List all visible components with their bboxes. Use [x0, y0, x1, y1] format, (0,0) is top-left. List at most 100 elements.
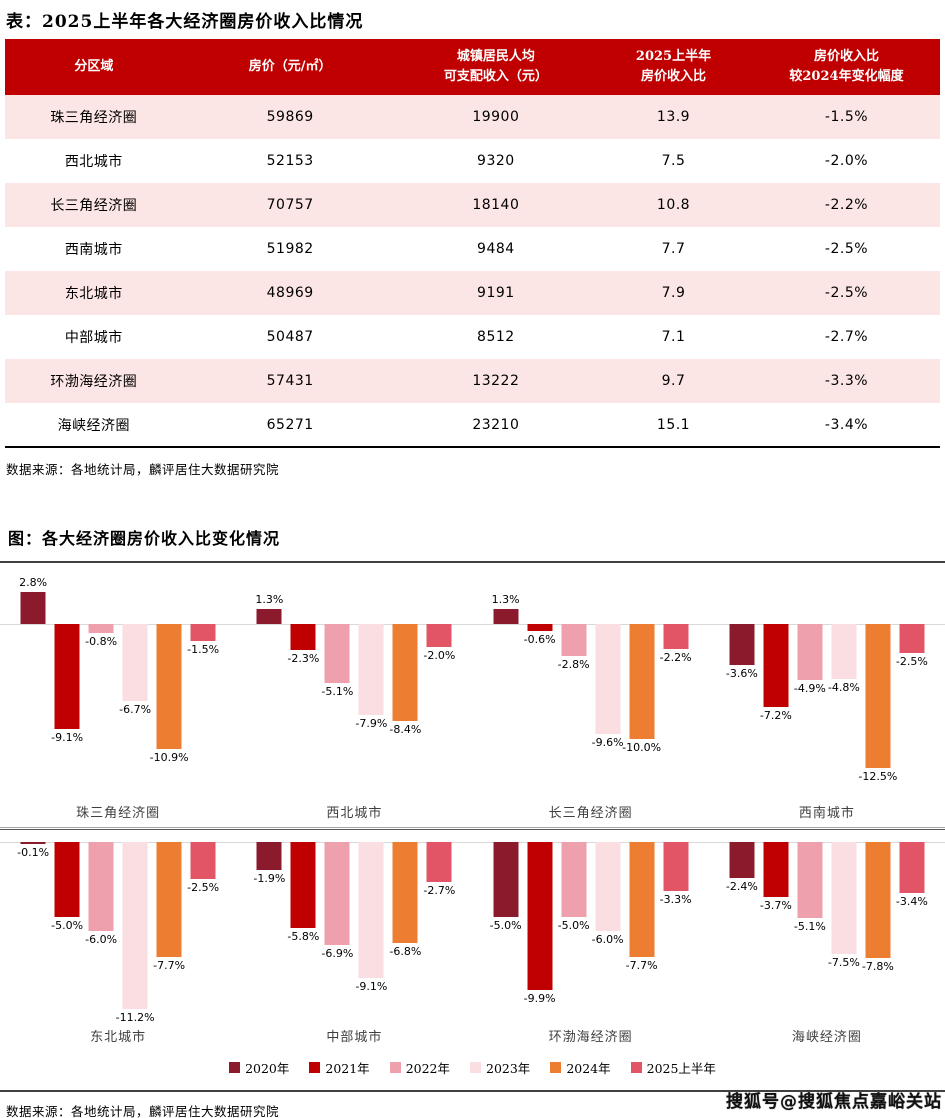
table-row: 环渤海经济圈 57431 13222 9.7 -3.3%: [5, 359, 940, 403]
chart-panel-长三角经济圈: 1.3% -0.6% -2.8% -9.6% -10.0% -2.2% 长三角经济圈: [473, 563, 709, 827]
bar-slot-2022年: -5.1%: [321, 563, 353, 827]
bar-2021年: [290, 624, 316, 651]
value-cell: 52153: [266, 153, 314, 169]
bar-slot-2020年: 2.8%: [19, 563, 47, 827]
table-body: 珠三角经济圈 59869 19900 13.9 -1.5% 西北城市 52153 9320 7.…: [5, 95, 940, 447]
chart-legend: 2020年 2021年 2022年 2023年 2024年 2025上半年: [0, 1057, 945, 1077]
column-header-3: 2025上半年 房价收入比: [594, 39, 753, 95]
category-label: 海峡经济圈: [791, 1030, 862, 1045]
bar-slot-2025上半年: -2.0%: [423, 563, 455, 827]
bar-value-label: -7.2%: [759, 708, 792, 722]
bar-slot-2020年: -0.1%: [17, 830, 49, 1048]
bar-value-label: -5.1%: [793, 919, 826, 933]
value-cell: 19900: [472, 109, 520, 125]
bar-2023年: [831, 842, 857, 954]
value-cell: 57431: [266, 373, 314, 389]
bar-value-label: -3.3%: [659, 893, 692, 907]
value-cell: -3.3%: [824, 373, 869, 389]
region-cell: 中部城市: [64, 330, 123, 346]
bar-2022年: [324, 624, 350, 683]
value-cell: 9484: [477, 241, 515, 257]
bar-slot-2022年: -4.9%: [794, 563, 826, 827]
legend-swatch-icon: [309, 1061, 321, 1073]
chart-title: 图：各大经济圈房价收入比变化情况: [8, 529, 281, 548]
bar-slot-2022年: -0.8%: [85, 563, 117, 827]
value-cell: 70757: [266, 197, 314, 213]
bar-2021年: [54, 624, 80, 729]
legend-item-2023年: 2023年: [470, 1058, 530, 1077]
legend-item-2025上半年: 2025上半年: [630, 1058, 716, 1077]
bar-slot-2024年: -8.4%: [389, 563, 421, 827]
bar-slot-2022年: -6.0%: [85, 830, 117, 1048]
bar-slot-2022年: -6.9%: [321, 830, 353, 1048]
legend-label: 2023年: [486, 1060, 531, 1076]
bar-value-label: -5.0%: [489, 918, 522, 932]
bar-value-label: -2.7%: [423, 884, 456, 898]
bar-slot-2024年: -10.0%: [622, 563, 661, 827]
value-cell: -3.4%: [824, 416, 869, 433]
bar-value-label: -6.9%: [321, 946, 354, 960]
bar-slot-2025上半年: -3.4%: [896, 830, 928, 1048]
price-income-table: 分区域 房价（元/㎡） 城镇居民人均 可支配收入（元） 2025上半年 房价收入比 房价…: [5, 39, 940, 448]
bar-2024年: [392, 842, 418, 944]
bar-2022年: [561, 842, 587, 917]
value-cell: 9.7: [661, 373, 686, 389]
bar-slot-2025上半年: -2.5%: [896, 563, 928, 827]
bar-slot-2021年: -7.2%: [760, 563, 792, 827]
bar-value-label: -2.0%: [423, 649, 456, 662]
bar-slot-2022年: -5.0%: [558, 830, 590, 1048]
region-cell: 珠三角经济圈: [50, 110, 138, 126]
table-row: 东北城市 48969 9191 7.9 -2.5%: [5, 271, 940, 315]
bar-value-label: -11.2%: [115, 1010, 155, 1024]
bar-2024年: [629, 842, 655, 957]
bar-value-label: -6.0%: [591, 933, 624, 947]
bar-value-label: -0.6%: [523, 632, 556, 646]
bar-value-label: -7.8%: [861, 960, 894, 974]
bar-slot-2023年: -6.7%: [119, 563, 151, 827]
bar-value-label: -3.4%: [895, 894, 928, 908]
legend-label: 2020年: [245, 1060, 290, 1076]
column-header-0: 分区域: [5, 39, 183, 95]
bar-slot-2020年: -5.0%: [490, 830, 522, 1048]
bar-slot-2022年: -2.8%: [558, 563, 590, 827]
bar-group: 1.3% -0.6% -2.8% -9.6% -10.0% -2.2%: [492, 563, 692, 827]
value-cell: 48969: [266, 285, 314, 301]
table-row: 中部城市 50487 8512 7.1 -2.7%: [5, 315, 940, 359]
category-label: 西南城市: [798, 806, 855, 821]
legend-swatch-icon: [389, 1061, 401, 1073]
bar-2023年: [358, 624, 384, 715]
bar-2025上半年: [426, 624, 452, 647]
bar-slot-2023年: -9.1%: [355, 830, 387, 1048]
value-cell: -1.5%: [824, 109, 869, 125]
bar-2022年: [797, 842, 823, 918]
table-row: 西南城市 51982 9484 7.7 -2.5%: [5, 227, 940, 271]
table-header: 分区域 房价（元/㎡） 城镇居民人均 可支配收入（元） 2025上半年 房价收入比 房价…: [5, 39, 940, 95]
bar-slot-2023年: -4.8%: [828, 563, 860, 827]
value-cell: 13.9: [656, 109, 691, 125]
bar-value-label: -9.1%: [51, 730, 84, 744]
bar-2020年: [256, 842, 282, 871]
bar-value-label: 1.3%: [255, 593, 284, 607]
bar-value-label: -6.7%: [119, 703, 152, 717]
bar-slot-2023年: -11.2%: [116, 830, 155, 1048]
value-cell: 9191: [477, 285, 515, 301]
legend-item-2020年: 2020年: [229, 1058, 289, 1077]
bar-value-label: -5.0%: [51, 918, 84, 932]
bar-slot-2020年: 1.3%: [255, 563, 284, 827]
value-cell: -2.0%: [824, 153, 869, 169]
legend-label: 2022年: [405, 1060, 450, 1076]
bar-2023年: [595, 842, 621, 932]
bar-2021年: [527, 624, 553, 631]
bar-value-label: -1.5%: [187, 643, 220, 657]
bar-value-label: -7.7%: [153, 958, 186, 972]
bar-value-label: -2.2%: [659, 651, 692, 665]
bar-slot-2023年: -9.6%: [592, 563, 624, 827]
bar-2024年: [865, 842, 891, 959]
bar-2025上半年: [426, 842, 452, 883]
bar-slot-2024年: -6.8%: [389, 830, 421, 1048]
bar-slot-2020年: -3.6%: [726, 563, 758, 827]
value-cell: 7.7: [661, 241, 686, 257]
bar-value-label: -0.8%: [85, 635, 118, 649]
zero-axis-line: [0, 842, 945, 843]
chart-top-rule: [0, 561, 945, 563]
